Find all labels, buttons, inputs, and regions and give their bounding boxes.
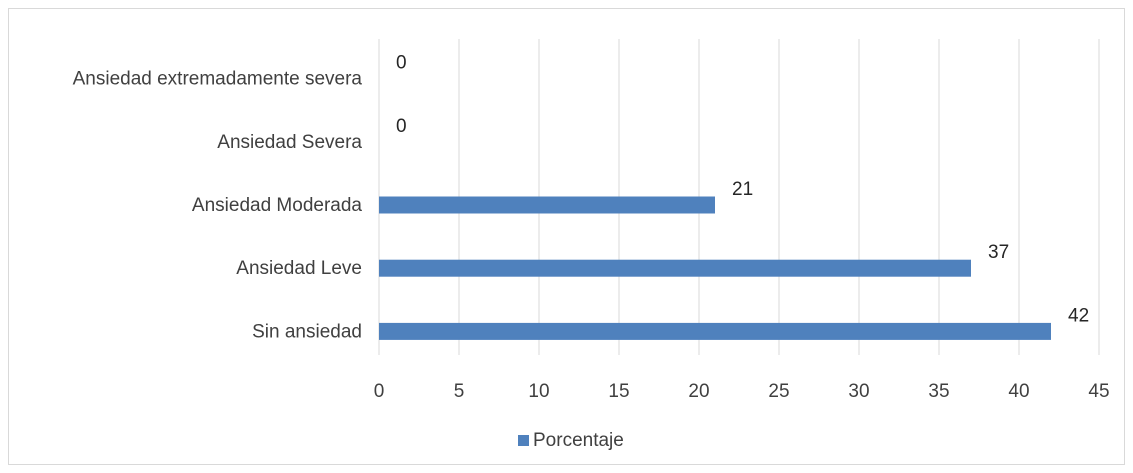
bar-chart: Ansiedad extremadamente severa Ansiedad S… [73, 39, 1110, 451]
x-tick-label: 45 [1088, 381, 1109, 402]
category-label: Ansiedad Leve [236, 258, 362, 279]
x-tick-label: 40 [1008, 381, 1029, 402]
category-label: Ansiedad extremadamente severa [73, 69, 363, 90]
x-tick-label: 30 [848, 381, 869, 402]
data-label: 0 [396, 116, 407, 137]
x-tick-label: 0 [374, 381, 385, 402]
chart-frame: Ansiedad extremadamente severa Ansiedad S… [8, 8, 1125, 465]
category-label: Ansiedad Moderada [192, 195, 362, 216]
x-tick-label: 25 [768, 381, 789, 402]
data-label: 42 [1068, 305, 1089, 326]
x-tick-label: 5 [454, 381, 465, 402]
x-tick-label: 15 [608, 381, 629, 402]
x-tick-label: 20 [688, 381, 709, 402]
x-tick-labels: 0 5 10 15 20 25 30 35 40 45 [374, 381, 1110, 402]
data-label: 0 [396, 53, 407, 74]
bar [379, 259, 971, 277]
bars [379, 196, 1051, 340]
data-labels: 0 0 21 37 42 [396, 53, 1089, 327]
x-tick-label: 35 [928, 381, 949, 402]
x-tick-label: 10 [528, 381, 549, 402]
category-label: Sin ansiedad [252, 321, 362, 342]
data-label: 37 [988, 242, 1009, 263]
bar [379, 322, 1051, 340]
legend: Porcentaje [518, 430, 624, 451]
data-label: 21 [732, 179, 753, 200]
legend-swatch [518, 435, 529, 446]
legend-label: Porcentaje [533, 430, 624, 451]
category-labels: Ansiedad extremadamente severa Ansiedad S… [73, 69, 363, 343]
category-label: Ansiedad Severa [217, 132, 362, 153]
bar [379, 196, 715, 214]
